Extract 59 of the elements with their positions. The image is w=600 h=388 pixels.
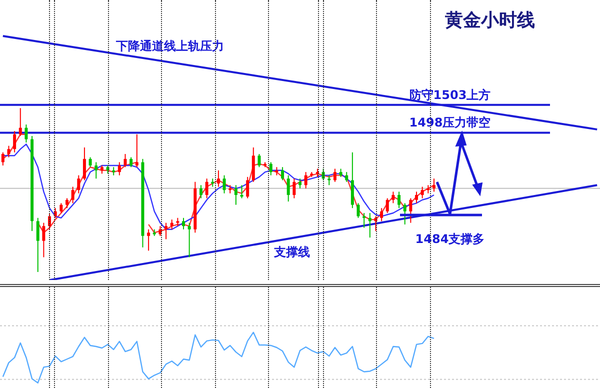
candlestick — [94, 162, 98, 180]
candlestick — [333, 168, 336, 182]
candlestick — [398, 191, 401, 209]
candlestick — [269, 162, 272, 176]
candlestick — [304, 172, 308, 189]
candlestick — [158, 226, 162, 236]
ref-line-label: 1498压力带空 — [409, 116, 491, 130]
candlestick — [234, 184, 238, 206]
candlestick — [409, 198, 412, 224]
ref-line-label: 防守1503上方 — [409, 88, 491, 102]
candlestick — [147, 228, 150, 252]
candlestick — [1, 152, 4, 166]
candlestick — [328, 174, 331, 186]
candlestick — [420, 186, 424, 199]
candlestick — [240, 184, 244, 199]
candlestick — [82, 146, 86, 181]
candlestick — [205, 178, 208, 199]
candlestick — [65, 198, 68, 209]
candlestick — [258, 154, 261, 168]
text: 下降通道线上轨压力 — [115, 39, 224, 54]
candlestick — [60, 202, 63, 214]
candlestick — [415, 191, 418, 204]
candlestick — [403, 202, 406, 225]
candlestick — [432, 178, 436, 192]
candlestick — [345, 172, 348, 182]
candlestick — [13, 130, 16, 153]
candlestick — [124, 154, 127, 168]
candlestick — [246, 176, 250, 199]
candlestick — [130, 156, 133, 168]
annotation: 1484支撑多 — [415, 232, 485, 246]
candlestick — [380, 208, 384, 222]
candlestick — [386, 198, 389, 214]
candlestick — [88, 156, 92, 168]
candlestick — [216, 170, 220, 188]
candlestick — [182, 217, 185, 230]
candlestick — [71, 186, 74, 204]
candlestick — [118, 162, 121, 176]
candlestick — [199, 184, 202, 199]
candlestick — [298, 178, 302, 189]
candlestick — [222, 174, 226, 194]
candlestick — [392, 191, 395, 204]
candlestick — [170, 219, 174, 230]
candlestick — [362, 212, 366, 228]
candlestick — [188, 222, 191, 258]
candlestick — [7, 145, 10, 158]
chart-title: 黄金小时线 — [444, 9, 536, 32]
candlestick — [77, 174, 80, 194]
candlestick — [368, 212, 372, 238]
candlestick — [24, 124, 28, 144]
candlestick — [135, 134, 138, 168]
candlestick — [42, 222, 46, 258]
candlestick — [286, 174, 290, 202]
candlestick — [18, 108, 22, 136]
annotation: 支撑线 — [273, 245, 310, 260]
candlestick — [292, 178, 296, 199]
candlestick — [281, 166, 284, 181]
candlestick — [36, 217, 40, 272]
candlestick — [356, 202, 360, 218]
candlestick — [164, 222, 168, 240]
